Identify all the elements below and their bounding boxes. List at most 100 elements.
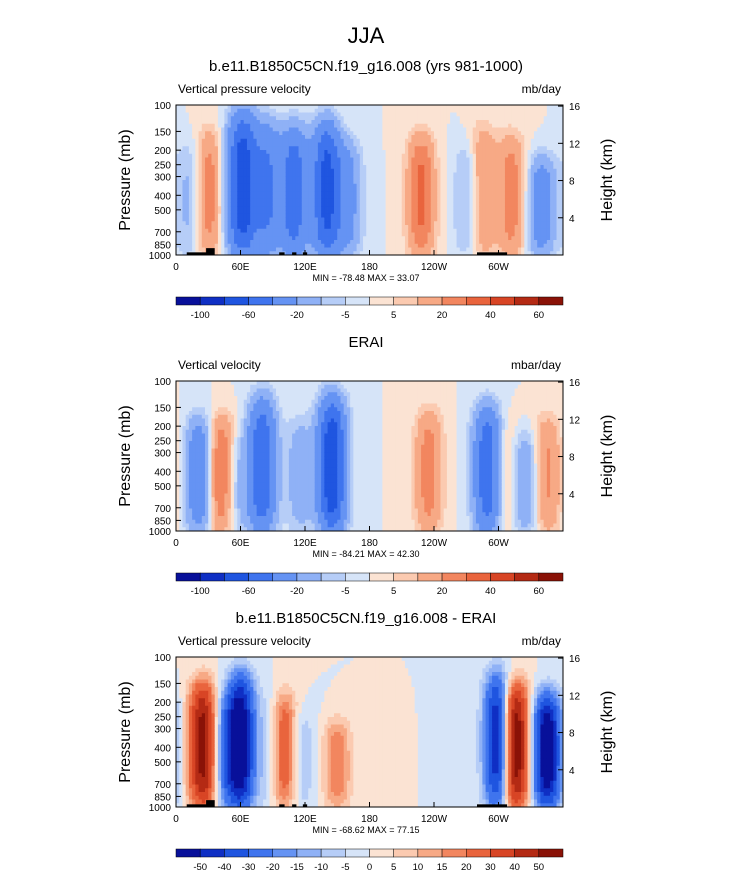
field-cell	[550, 183, 554, 188]
field-cell	[398, 157, 403, 162]
field-cell	[398, 138, 403, 143]
field-cell	[353, 191, 358, 196]
field-cell	[540, 240, 545, 245]
field-cell	[243, 146, 248, 151]
field-cell	[504, 183, 509, 188]
field-cell	[298, 228, 303, 233]
field-cell	[469, 127, 474, 132]
field-cell	[469, 247, 474, 252]
field-cell	[230, 206, 235, 211]
field-cell	[485, 240, 490, 245]
field-cell	[321, 105, 325, 110]
field-cell	[305, 225, 309, 230]
field-cell	[379, 180, 383, 185]
field-cell	[224, 116, 228, 121]
field-cell	[459, 236, 464, 241]
field-cell	[466, 183, 470, 188]
field-cell	[246, 116, 251, 121]
field-cell	[327, 210, 332, 215]
field-cell	[259, 150, 264, 155]
field-cell	[479, 138, 483, 143]
field-cell	[343, 127, 348, 132]
field-cell	[192, 127, 196, 132]
field-cell	[185, 240, 190, 245]
field-cell	[453, 123, 457, 128]
field-cell	[385, 183, 390, 188]
field-cell	[324, 123, 328, 128]
field-cell	[453, 243, 457, 248]
field-cell	[408, 105, 412, 110]
field-cell	[517, 198, 522, 203]
field-cell	[337, 210, 341, 215]
field-cell	[527, 180, 532, 185]
field-cell	[263, 120, 267, 125]
page-title: JJA	[348, 23, 385, 48]
field-cell	[359, 120, 364, 125]
field-cell	[292, 202, 296, 207]
field-cell	[414, 168, 419, 173]
field-cell	[363, 198, 367, 203]
field-cell	[404, 146, 409, 151]
field-cell	[543, 232, 548, 237]
field-cell	[546, 236, 551, 241]
field-cell	[192, 187, 196, 192]
field-cell	[375, 131, 380, 136]
field-cell	[192, 142, 196, 147]
field-cell	[272, 232, 277, 237]
field-cell	[314, 172, 319, 177]
field-cell	[201, 176, 206, 181]
field-cell	[230, 161, 235, 166]
field-cell	[411, 168, 416, 173]
field-cell	[208, 150, 212, 155]
field-cell	[217, 123, 222, 128]
field-cell	[511, 161, 516, 166]
field-cell	[411, 161, 416, 166]
field-cell	[450, 240, 454, 245]
field-cell	[359, 112, 364, 117]
field-cell	[346, 243, 351, 248]
field-cell	[556, 161, 561, 166]
field-cell	[546, 116, 551, 121]
field-cell	[188, 243, 193, 248]
field-cell	[253, 127, 258, 132]
field-cell	[466, 187, 470, 192]
field-cell	[379, 116, 383, 121]
field-cell	[514, 153, 519, 158]
field-cell	[205, 240, 209, 245]
field-cell	[188, 240, 193, 245]
field-cell	[437, 146, 441, 151]
field-cell	[350, 146, 354, 151]
field-cell	[308, 123, 312, 128]
field-cell	[275, 116, 280, 121]
field-cell	[324, 198, 328, 203]
field-cell	[334, 221, 338, 226]
field-cell	[495, 183, 499, 188]
field-cell	[543, 168, 548, 173]
field-cell	[446, 180, 451, 185]
field-cell	[353, 228, 358, 233]
field-cell	[540, 168, 545, 173]
field-cell	[488, 228, 493, 233]
field-cell	[308, 198, 312, 203]
field-cell	[308, 232, 312, 237]
field-cell	[372, 176, 377, 181]
field-cell	[263, 176, 267, 181]
field-cell	[559, 225, 564, 230]
field-cell	[463, 232, 467, 237]
field-cell	[198, 135, 203, 140]
field-cell	[282, 221, 287, 226]
field-cell	[543, 217, 548, 222]
field-cell	[346, 138, 351, 143]
field-cell	[230, 168, 235, 173]
field-cell	[217, 213, 222, 218]
field-cell	[350, 221, 354, 226]
field-cell	[559, 153, 564, 158]
field-cell	[317, 161, 322, 166]
field-cell	[504, 105, 509, 110]
field-cell	[227, 142, 232, 147]
field-cell	[346, 225, 351, 230]
field-cell	[298, 168, 303, 173]
field-cell	[469, 108, 474, 113]
field-cell	[230, 198, 235, 203]
field-cell	[401, 217, 406, 222]
